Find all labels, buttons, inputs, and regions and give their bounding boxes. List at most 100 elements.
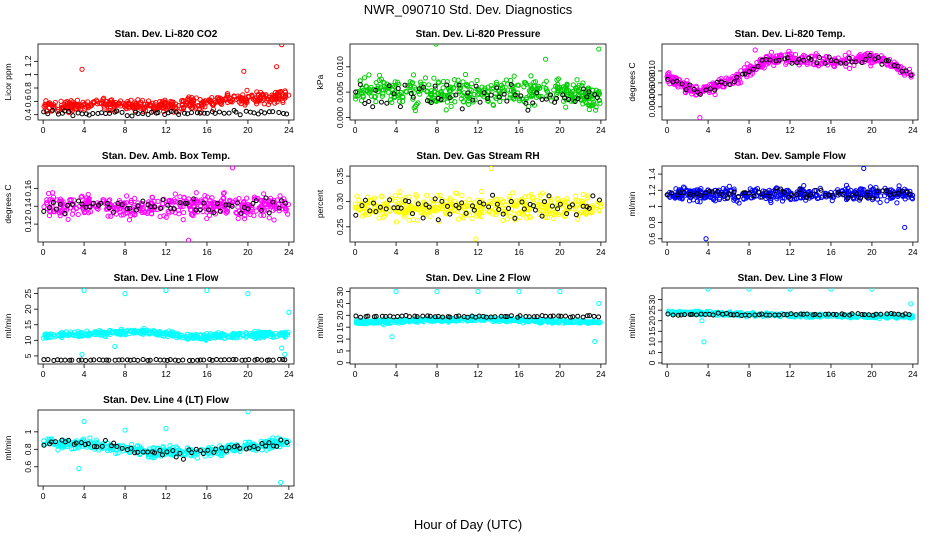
data-point — [770, 188, 776, 194]
data-point — [166, 197, 172, 204]
secondary-point — [829, 193, 835, 199]
data-point — [443, 107, 449, 113]
outlier-point — [286, 309, 292, 315]
data-point — [50, 208, 57, 215]
secondary-point — [523, 100, 529, 106]
data-point — [587, 319, 593, 325]
y-tick-label: 10 — [647, 337, 657, 347]
secondary-point — [903, 68, 909, 74]
secondary-point — [888, 310, 894, 316]
data-point — [243, 333, 250, 339]
data-point — [378, 193, 385, 199]
secondary-point — [427, 313, 433, 319]
data-point — [358, 98, 365, 104]
secondary-point — [207, 357, 213, 363]
secondary-point — [793, 312, 799, 318]
data-point — [125, 98, 131, 104]
data-point — [450, 85, 456, 91]
x-tick-label: 12 — [785, 247, 795, 257]
y-tick-label: 0.8 — [23, 443, 33, 455]
data-point — [85, 198, 92, 204]
data-point — [223, 210, 229, 216]
data-point — [493, 212, 499, 218]
data-point — [446, 88, 452, 94]
data-point — [424, 89, 430, 95]
data-point — [580, 191, 586, 198]
data-point — [368, 93, 375, 99]
chart-title: Stan. Dev. Line 1 Flow — [114, 273, 219, 284]
data-point — [261, 101, 267, 107]
x-tick-label: 24 — [284, 369, 294, 379]
data-point — [533, 88, 539, 94]
data-point — [465, 101, 472, 107]
data-point — [274, 333, 280, 340]
data-point — [584, 320, 590, 326]
data-point — [172, 191, 178, 197]
secondary-point — [767, 193, 773, 199]
outlier-point — [861, 166, 867, 172]
secondary-point — [191, 196, 197, 202]
data-point — [379, 93, 385, 99]
y-tick-label: 25 — [647, 305, 657, 315]
data-point — [183, 99, 190, 105]
secondary-point — [87, 204, 93, 210]
x-tick-label: 16 — [202, 369, 212, 379]
data-point — [86, 196, 92, 202]
data-point — [413, 206, 420, 212]
chart-title: Stan. Dev. Amb. Box Temp. — [102, 151, 230, 162]
outlier-point — [703, 236, 709, 242]
secondary-point — [50, 107, 56, 113]
secondary-point — [539, 213, 545, 219]
secondary-point — [763, 190, 769, 196]
x-tick-label: 8 — [123, 369, 128, 379]
data-point — [408, 204, 415, 210]
secondary-point — [504, 98, 510, 104]
outlier-point — [488, 166, 494, 172]
data-point — [361, 75, 368, 81]
secondary-point — [280, 356, 286, 362]
data-point — [45, 332, 51, 338]
data-point — [460, 79, 466, 85]
data-point — [69, 103, 75, 109]
data-point — [280, 99, 286, 105]
secondary-point — [387, 197, 393, 203]
secondary-point — [229, 203, 235, 209]
data-point — [271, 334, 277, 340]
data-point — [536, 83, 542, 89]
x-tick-label: 24 — [284, 491, 294, 501]
secondary-point — [406, 199, 412, 205]
data-point — [261, 191, 267, 197]
x-tick-label: 4 — [394, 369, 399, 379]
x-tick-label: 4 — [706, 247, 711, 257]
secondary-point — [459, 106, 465, 112]
data-point — [872, 189, 878, 195]
data-point — [151, 198, 157, 205]
secondary-point — [788, 311, 794, 317]
outlier-point — [79, 66, 85, 72]
y-tick-label: 20 — [647, 316, 657, 326]
secondary-point — [420, 313, 426, 319]
data-point — [228, 202, 234, 208]
data-point — [59, 334, 65, 340]
secondary-point — [683, 87, 689, 93]
data-point — [864, 191, 870, 197]
data-point — [106, 198, 112, 204]
secondary-point — [182, 110, 188, 116]
data-point — [48, 209, 54, 215]
y-tick-label: 1 — [23, 429, 33, 434]
secondary-point — [670, 312, 676, 318]
secondary-point — [67, 357, 73, 363]
secondary-point — [808, 192, 814, 198]
secondary-point — [258, 207, 264, 213]
x-tick-label: 24 — [908, 247, 918, 257]
data-point — [206, 201, 212, 207]
secondary-point — [115, 200, 121, 206]
x-tick-label: 16 — [202, 247, 212, 257]
secondary-point — [444, 203, 450, 209]
data-point — [519, 318, 525, 324]
data-point — [894, 200, 900, 206]
data-point — [223, 95, 229, 101]
secondary-point — [822, 60, 828, 66]
data-point — [140, 328, 146, 334]
